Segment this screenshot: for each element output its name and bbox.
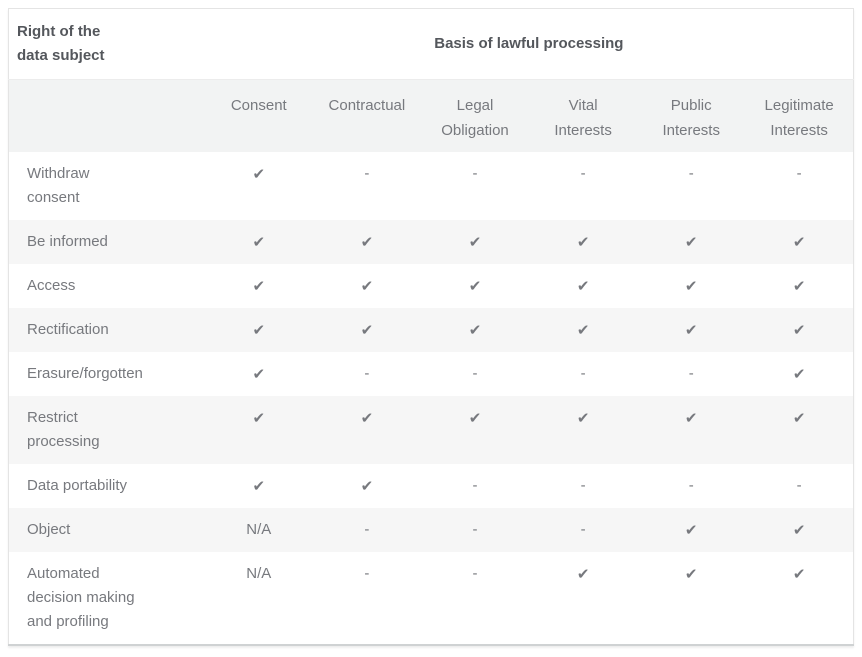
check-icon: ✔ (576, 233, 590, 251)
check-icon: ✔ (468, 233, 482, 251)
table-row: Object N/A - - - ✔ ✔ (8, 508, 854, 552)
check-icon: ✔ (576, 277, 590, 295)
na-cell: N/A (246, 565, 272, 582)
table-row: Be informed ✔ ✔ ✔ ✔ ✔ ✔ (8, 220, 854, 264)
check-icon: ✔ (252, 365, 266, 383)
table-row: Restrict processing ✔ ✔ ✔ ✔ ✔ ✔ (8, 396, 854, 464)
check-icon: ✔ (576, 409, 590, 427)
check-icon: ✔ (684, 233, 698, 251)
check-icon: ✔ (684, 321, 698, 339)
corner-header: Right of the data subject (8, 8, 205, 80)
check-icon: ✔ (684, 409, 698, 427)
dash-cell: - (580, 165, 586, 182)
check-icon: ✔ (684, 565, 698, 583)
check-icon: ✔ (252, 321, 266, 339)
row-label: Withdraw consent (27, 165, 90, 206)
table-row: Access ✔ ✔ ✔ ✔ ✔ ✔ (9, 264, 854, 308)
row-label: Object (27, 521, 71, 538)
dash-cell: - (580, 477, 586, 494)
column-header-contractual: Contractual (312, 79, 421, 152)
dash-cell: - (688, 165, 694, 182)
row-label: Rectification (27, 321, 109, 338)
dash-cell: - (364, 365, 370, 382)
row-label: Automated decision making and profiling (27, 565, 135, 630)
column-header-consent: Consent (204, 79, 313, 152)
group-header: Basis of lawful processing (204, 8, 854, 80)
table-row: Rectification ✔ ✔ ✔ ✔ ✔ ✔ (8, 308, 854, 352)
dash-cell: - (688, 477, 694, 494)
dash-cell: - (364, 521, 370, 538)
check-icon: ✔ (576, 565, 590, 583)
dash-cell: - (472, 165, 478, 182)
check-icon: ✔ (684, 277, 698, 295)
check-icon: ✔ (684, 521, 698, 539)
check-icon: ✔ (360, 233, 374, 251)
check-icon: ✔ (792, 321, 806, 339)
check-icon: ✔ (576, 321, 590, 339)
na-cell: N/A (246, 521, 272, 538)
check-icon: ✔ (252, 277, 266, 295)
check-icon: ✔ (468, 409, 482, 427)
column-header-row: Consent Contractual Legal Obligation Vital … (8, 79, 854, 152)
check-icon: ✔ (252, 477, 266, 495)
column-header-spacer (8, 79, 205, 152)
row-label: Restrict processing (27, 409, 100, 450)
column-header-legal-obligation: Legal Obligation (420, 79, 530, 152)
check-icon: ✔ (360, 477, 374, 495)
check-icon: ✔ (792, 565, 806, 583)
check-icon: ✔ (360, 277, 374, 295)
check-icon: ✔ (792, 365, 806, 383)
table-row: Data portability ✔ ✔ - - - - (9, 464, 854, 508)
dash-cell: - (472, 365, 478, 382)
check-icon: ✔ (360, 321, 374, 339)
dash-cell: - (472, 477, 478, 494)
dash-cell: - (364, 565, 370, 582)
column-header-vital-interests: Vital Interests (529, 79, 638, 152)
row-label: Be informed (27, 233, 108, 250)
dash-cell: - (580, 365, 586, 382)
dash-cell: - (688, 365, 694, 382)
row-label: Erasure/forgotten (27, 365, 143, 382)
dash-cell: - (364, 165, 370, 182)
dash-cell: - (580, 521, 586, 538)
check-icon: ✔ (252, 165, 266, 183)
check-icon: ✔ (468, 321, 482, 339)
table-row: Automated decision making and profiling N… (9, 552, 854, 645)
row-label: Access (27, 277, 76, 294)
check-icon: ✔ (792, 409, 806, 427)
dash-cell: - (796, 165, 802, 182)
dash-cell: - (472, 565, 478, 582)
table-row: Withdraw consent ✔ - - - - - (9, 152, 854, 220)
check-icon: ✔ (792, 521, 806, 539)
check-icon: ✔ (792, 277, 806, 295)
check-icon: ✔ (792, 233, 806, 251)
table-row: Erasure/forgotten ✔ - - - - ✔ (9, 352, 854, 396)
row-label: Data portability (27, 477, 128, 494)
rights-vs-lawful-basis-table: Right of the data subject Basis of lawfu… (8, 8, 854, 646)
check-icon: ✔ (360, 409, 374, 427)
column-header-public-interests: Public Interests (637, 79, 746, 152)
check-icon: ✔ (252, 233, 266, 251)
dash-cell: - (796, 477, 802, 494)
column-header-legitimate-interests: Legitimate Interests (745, 79, 854, 152)
check-icon: ✔ (468, 277, 482, 295)
check-icon: ✔ (252, 409, 266, 427)
dash-cell: - (472, 521, 478, 538)
top-header-row: Right of the data subject Basis of lawfu… (8, 8, 854, 80)
